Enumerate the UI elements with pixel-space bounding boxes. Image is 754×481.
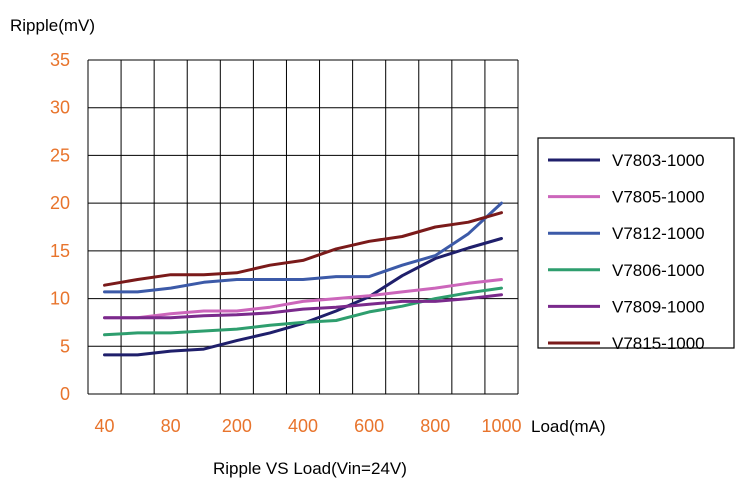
y-tick-labels: 0 5 10 15 20 25 30 35 [50,50,70,404]
grid [87,59,519,395]
x-tick-label: 1000 [481,416,521,436]
legend-label: V7803-1000 [612,151,705,170]
x-tick-labels: 40 80 200 400 600 800 1000 [95,416,522,436]
series-line-v7815-1000 [103,211,503,287]
y-tick-label: 5 [60,336,70,356]
x-axis-label: Load(mA) [531,417,606,436]
legend-label: V7812-1000 [612,224,705,243]
legend: V7803-1000 V7805-1000 V7812-1000 V7806-1000… [537,137,735,353]
chart-title: Ripple VS Load(Vin=24V) [213,459,407,478]
series-line-v7806-1000 [103,286,503,337]
series-line-v7809-1000 [103,293,503,320]
y-axis-label: Ripple(mV) [10,16,95,35]
x-tick-label: 80 [161,416,181,436]
x-tick-label: 200 [222,416,252,436]
x-tick-label: 800 [420,416,450,436]
y-tick-label: 10 [50,289,70,309]
y-tick-label: 15 [50,241,70,261]
legend-label: V7806-1000 [612,261,705,280]
legend-label: V7805-1000 [612,188,705,207]
legend-box [537,137,735,349]
legend-label: V7815-1000 [612,334,705,353]
x-tick-label: 600 [354,416,384,436]
series-line-v7805-1000 [103,278,503,320]
y-tick-label: 20 [50,193,70,213]
y-tick-label: 0 [60,384,70,404]
series-lines [103,201,503,357]
x-tick-label: 40 [95,416,115,436]
y-tick-label: 30 [50,98,70,118]
series-line-v7812-1000 [103,201,503,294]
y-tick-label: 25 [50,145,70,165]
y-tick-label: 35 [50,50,70,70]
legend-label: V7809-1000 [612,297,705,316]
x-tick-label: 400 [288,416,318,436]
